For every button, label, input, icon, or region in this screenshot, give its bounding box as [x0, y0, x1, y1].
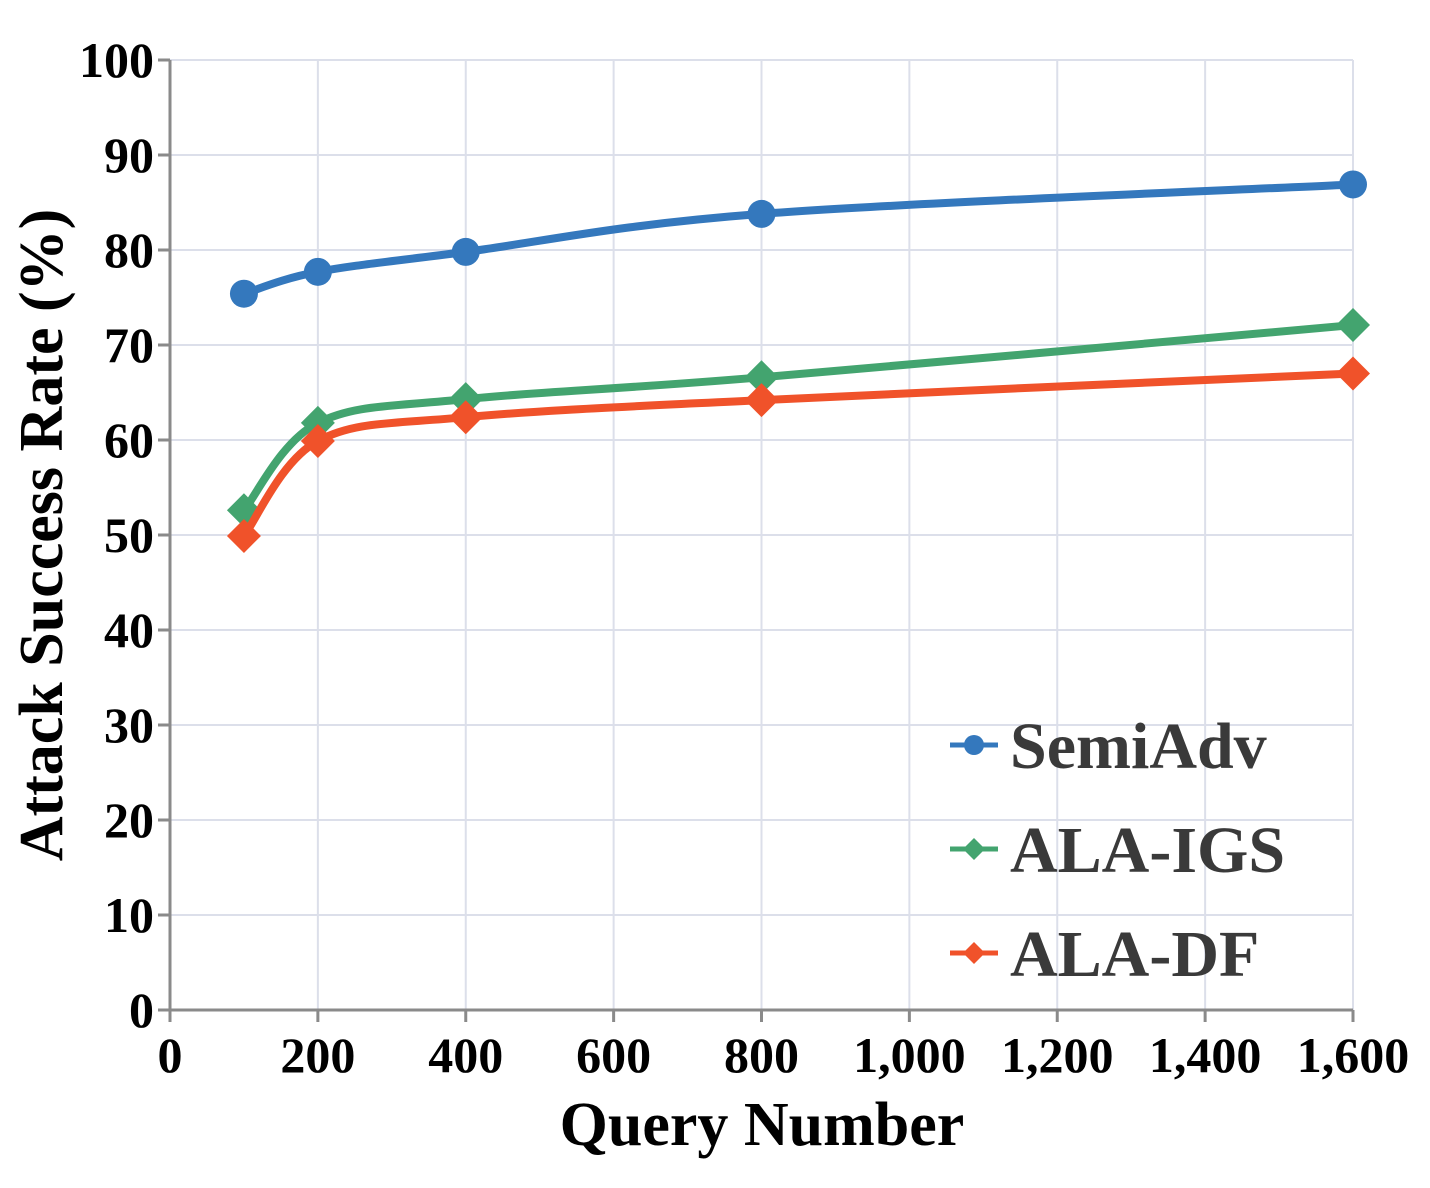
series-layer — [226, 170, 1370, 553]
y-tick-label: 50 — [104, 507, 154, 563]
legend-marker — [963, 838, 985, 860]
data-point — [226, 518, 261, 553]
data-point — [229, 279, 258, 308]
x-tick-label: 1,600 — [1297, 1027, 1410, 1083]
x-tick-label: 600 — [576, 1027, 651, 1083]
data-point — [300, 423, 335, 458]
y-tick-label: 0 — [129, 982, 154, 1038]
series-line — [239, 180, 1357, 298]
legend-marker — [964, 735, 984, 755]
data-point — [448, 400, 483, 435]
legend-item: ALA-DF — [950, 918, 1259, 991]
x-tick-label: 1,000 — [853, 1027, 966, 1083]
data-point — [448, 382, 483, 417]
data-point — [1336, 308, 1370, 343]
data-point — [747, 199, 776, 228]
series-line — [239, 369, 1357, 540]
x-tick-label: 200 — [280, 1027, 355, 1083]
legend-marker — [963, 942, 985, 964]
data-point — [744, 383, 779, 418]
grid — [170, 59, 1354, 1010]
y-tick-label: 40 — [104, 602, 154, 658]
legend: SemiAdv ALA-IGS ALA-DF — [950, 710, 1285, 991]
x-tick-label: 0 — [158, 1027, 183, 1083]
data-point — [303, 257, 332, 286]
series-ala-df — [226, 356, 1370, 553]
series-ala-igs — [226, 308, 1370, 528]
legend-label: ALA-DF — [1010, 918, 1259, 991]
data-point — [1336, 356, 1370, 391]
y-tick-label: 70 — [104, 317, 154, 373]
series-semiadv — [229, 170, 1367, 308]
x-tick-label: 800 — [724, 1027, 799, 1083]
data-point — [300, 405, 335, 440]
y-tick-label: 20 — [104, 792, 154, 848]
y-tick-label: 90 — [104, 127, 154, 183]
y-tick-label: 60 — [104, 412, 154, 468]
y-tick-label: 30 — [104, 697, 154, 753]
y-tick-label: 80 — [104, 222, 154, 278]
y-axis-title: Attack Success Rate (%) — [8, 209, 76, 862]
axes: 0 10 20 30 40 50 60 70 80 90 100 0 200 400 600 800 1,000… — [79, 32, 1409, 1083]
data-point — [451, 237, 480, 266]
data-point — [744, 360, 779, 395]
y-tick-label: 100 — [79, 32, 154, 88]
x-tick-label: 1,400 — [1149, 1027, 1262, 1083]
legend-item: ALA-IGS — [950, 814, 1285, 887]
y-tick-label: 10 — [104, 887, 154, 943]
x-axis-title: Query Number — [560, 1091, 965, 1159]
data-point — [1339, 170, 1367, 199]
x-tick-label: 1,200 — [1001, 1027, 1114, 1083]
legend-item: SemiAdv — [950, 710, 1267, 783]
legend-label: ALA-IGS — [1010, 814, 1285, 887]
x-tick-label: 400 — [428, 1027, 503, 1083]
legend-label: SemiAdv — [1010, 710, 1267, 783]
